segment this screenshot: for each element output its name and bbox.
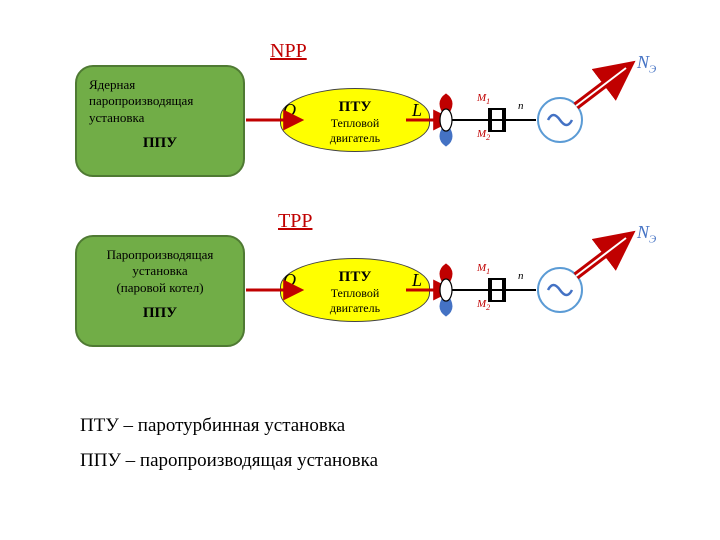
green-line1: Ядерная <box>89 77 231 93</box>
green-line3: установка <box>89 110 231 126</box>
yellow-line2: двигатель <box>330 131 380 145</box>
yellow-abbr: ПТУ <box>281 269 429 286</box>
yellow-line1: Тепловой <box>331 116 380 130</box>
nrot-label-1: n <box>518 100 524 112</box>
green-box-npp: Ядерная паропроизводящая установка ППУ <box>75 65 245 177</box>
yellow-line2: двигатель <box>330 301 380 315</box>
green-abbr: ППУ <box>89 134 231 153</box>
q-label-2: Q <box>283 270 296 291</box>
legend-2: ППУ – паропроизводящая установка <box>80 450 378 472</box>
green-abbr: ППУ <box>89 304 231 323</box>
m1-label-2: M1 <box>477 262 490 276</box>
row-title-tpp: TPP <box>278 210 312 233</box>
green-line3: (паровой котел) <box>89 280 231 296</box>
green-line2: паропроизводящая <box>89 93 231 109</box>
yellow-box-tpp: ПТУ Тепловой двигатель <box>280 258 430 322</box>
row-title-npp: NPP <box>270 40 307 63</box>
q-label-1: Q <box>283 100 296 121</box>
green-line1: Паропроизводящая <box>89 247 231 263</box>
m1-label-1: M1 <box>477 92 490 106</box>
n-label-2: NЭ <box>637 222 656 246</box>
n-label-1: NЭ <box>637 52 656 76</box>
l-label-1: L <box>412 100 422 121</box>
m2-label-2: M2 <box>477 298 490 312</box>
yellow-line1: Тепловой <box>331 286 380 300</box>
nrot-label-2: n <box>518 270 524 282</box>
green-box-tpp: Паропроизводящая установка (паровой коте… <box>75 235 245 347</box>
legend-1: ПТУ – паротурбинная установка <box>80 415 345 437</box>
l-label-2: L <box>412 270 422 291</box>
m2-label-1: M2 <box>477 128 490 142</box>
green-line2: установка <box>89 263 231 279</box>
yellow-box-npp: ПТУ Тепловой двигатель <box>280 88 430 152</box>
yellow-abbr: ПТУ <box>281 99 429 116</box>
